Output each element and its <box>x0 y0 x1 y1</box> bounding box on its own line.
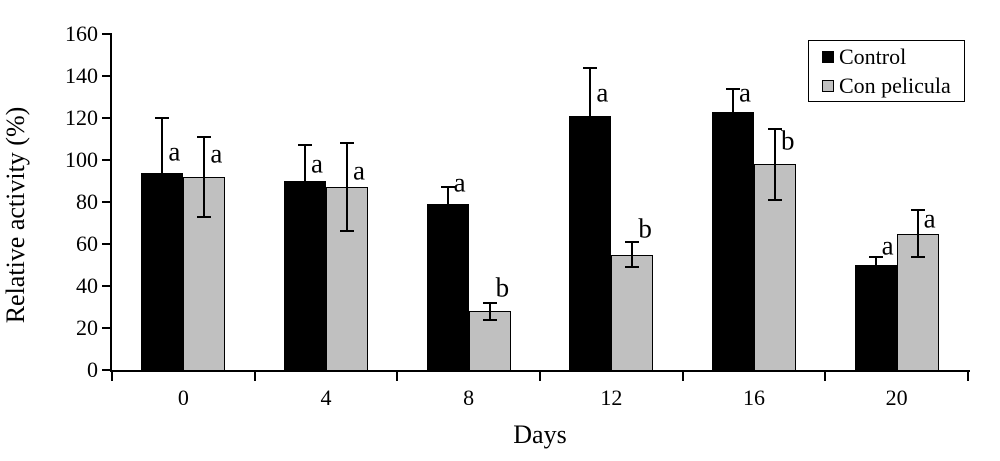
error-bar-cap-bottom <box>155 226 170 229</box>
y-axis-title: Relative activity (%) <box>1 106 30 324</box>
error-bar-cap-bottom <box>625 266 640 269</box>
error-bar <box>304 145 306 217</box>
y-axis-tick <box>102 285 110 287</box>
x-tick-label: 8 <box>463 385 475 410</box>
error-bar-cap-top <box>197 135 212 138</box>
x-axis-tick <box>824 372 827 381</box>
bar-con-pelicula <box>611 254 654 371</box>
legend-label-con-pelicula: Con pelicula <box>839 72 951 98</box>
bar-con-pelicula <box>468 311 511 371</box>
error-bar <box>874 256 877 274</box>
legend-label-control: Control <box>839 43 907 69</box>
y-axis-tick <box>102 327 110 329</box>
y-tick-label: 100 <box>65 147 98 172</box>
significance-letter: a <box>168 136 181 167</box>
y-tick-label: 80 <box>76 189 98 214</box>
legend-item-con-pelicula: Con pelicula <box>822 72 964 98</box>
significance-letter: b <box>495 272 510 303</box>
x-axis-tick <box>253 372 256 381</box>
y-axis-tick <box>102 159 110 161</box>
control-swatch-icon <box>822 50 834 63</box>
y-axis-tick <box>102 369 110 371</box>
x-axis-tick <box>111 372 113 381</box>
error-bar-cap-bottom <box>298 215 312 218</box>
x-tick-label: 4 <box>320 385 332 410</box>
error-bar <box>488 302 491 320</box>
error-bar-cap-top <box>910 209 925 212</box>
error-bar-cap-bottom <box>440 219 455 222</box>
x-axis-tick <box>681 372 684 381</box>
error-bar-cap-top <box>726 87 740 90</box>
y-axis-tick <box>102 201 110 203</box>
significance-letter: a <box>923 203 936 234</box>
error-bar-cap-top <box>298 144 312 147</box>
x-axis-tick <box>967 372 969 381</box>
y-tick-label: 140 <box>65 63 98 88</box>
y-tick-label: 40 <box>76 273 98 298</box>
y-axis-tick <box>102 243 110 245</box>
x-axis-tick <box>539 372 541 381</box>
con-pelicula-swatch-icon <box>822 79 834 92</box>
x-tick-label: 0 <box>177 385 189 410</box>
x-tick-label: 12 <box>600 385 623 410</box>
error-bar <box>732 88 734 135</box>
y-axis-tick <box>102 33 110 35</box>
error-bar-cap-bottom <box>868 272 883 275</box>
error-bar <box>916 210 919 257</box>
significance-letter: b <box>781 125 795 156</box>
error-bar-cap-top <box>155 117 170 119</box>
error-bar-cap-top <box>440 186 455 189</box>
error-bar-cap-bottom <box>482 318 497 321</box>
bar-control <box>426 204 469 371</box>
error-bar-cap-bottom <box>340 230 354 233</box>
legend: Control Con pelicula <box>808 40 965 102</box>
significance-letter: a <box>210 138 223 169</box>
significance-letter: a <box>739 77 751 108</box>
y-tick-label: 0 <box>87 357 98 382</box>
error-bar-cap-top <box>482 301 497 304</box>
error-bar <box>446 187 449 221</box>
error-bar <box>203 136 206 217</box>
bar-control <box>854 265 897 371</box>
error-bar-cap-top <box>768 127 782 130</box>
error-bar <box>589 67 592 165</box>
bar-control <box>712 111 754 371</box>
x-axis-tick <box>396 372 399 381</box>
y-tick-label: 60 <box>76 231 98 256</box>
error-bar <box>346 143 348 232</box>
y-axis-tick <box>102 117 110 119</box>
error-bar <box>631 241 634 268</box>
error-bar-cap-bottom <box>768 198 782 201</box>
y-axis-tick <box>102 75 110 77</box>
legend-item-control: Control <box>822 43 964 69</box>
error-bar-cap-bottom <box>910 255 925 258</box>
significance-letter: b <box>638 213 652 244</box>
error-bar <box>161 118 164 228</box>
x-axis-line <box>110 370 970 372</box>
error-bar-cap-bottom <box>726 133 740 136</box>
significance-letter: a <box>453 167 466 198</box>
error-bar-cap-top <box>868 255 883 258</box>
bar-con-pelicula <box>896 233 939 371</box>
x-tick-label: 20 <box>885 385 908 410</box>
error-bar <box>774 128 776 200</box>
y-tick-label: 120 <box>65 105 98 130</box>
y-tick-label: 160 <box>65 21 98 46</box>
error-bar-cap-bottom <box>197 215 212 218</box>
error-bar-cap-top <box>583 66 598 69</box>
error-bar-cap-top <box>625 240 640 243</box>
error-bar-cap-bottom <box>583 163 598 166</box>
significance-letter: a <box>881 230 894 261</box>
y-tick-label: 20 <box>76 315 98 340</box>
significance-letter: a <box>311 148 323 179</box>
y-axis-line <box>110 33 112 372</box>
x-tick-label: 16 <box>743 385 765 410</box>
significance-letter: a <box>596 77 609 108</box>
significance-letter: a <box>353 155 365 185</box>
x-axis-title: Days <box>513 420 567 449</box>
error-bar-cap-top <box>340 142 354 145</box>
